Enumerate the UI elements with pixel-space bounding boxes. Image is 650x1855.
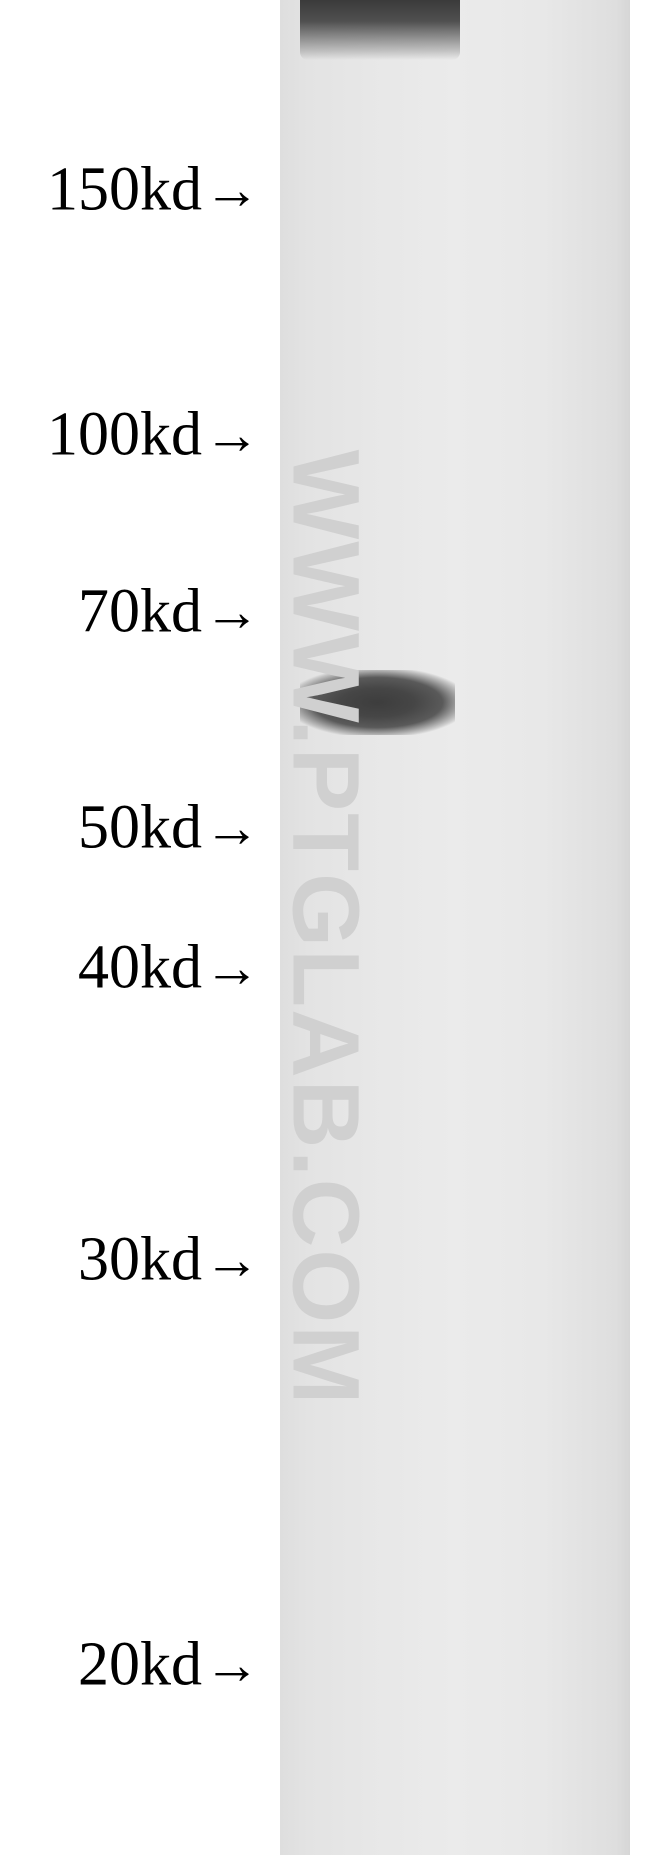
mw-marker-label: 40kd: [78, 933, 202, 1004]
arrow-right-icon: →: [204, 936, 260, 1000]
mw-marker-label: 100kd: [47, 400, 202, 471]
arrow-right-icon: →: [204, 796, 260, 860]
arrow-right-icon: →: [204, 158, 260, 222]
gel-lane: [280, 0, 630, 1855]
mw-marker: 50kd→: [0, 793, 260, 864]
arrow-right-icon: →: [204, 1633, 260, 1697]
arrow-right-icon: →: [204, 403, 260, 467]
arrow-right-icon: →: [204, 1228, 260, 1292]
mw-marker: 70kd→: [0, 577, 260, 648]
mw-marker-label: 20kd: [78, 1630, 202, 1701]
primary-band: [300, 670, 455, 735]
mw-marker-label: 30kd: [78, 1225, 202, 1296]
arrow-right-icon: →: [204, 580, 260, 644]
loading-well-smear: [300, 0, 460, 60]
mw-marker: 100kd→: [0, 400, 260, 471]
mw-marker: 150kd→: [0, 155, 260, 226]
mw-marker-label: 50kd: [78, 793, 202, 864]
mw-marker: 30kd→: [0, 1225, 260, 1296]
mw-marker: 40kd→: [0, 933, 260, 1004]
mw-marker: 20kd→: [0, 1630, 260, 1701]
mw-marker-label: 70kd: [78, 577, 202, 648]
western-blot-figure: WWW.PTGLAB.COM 150kd→100kd→70kd→50kd→40k…: [0, 0, 650, 1855]
lane-area: [0, 0, 650, 1855]
mw-marker-label: 150kd: [47, 155, 202, 226]
